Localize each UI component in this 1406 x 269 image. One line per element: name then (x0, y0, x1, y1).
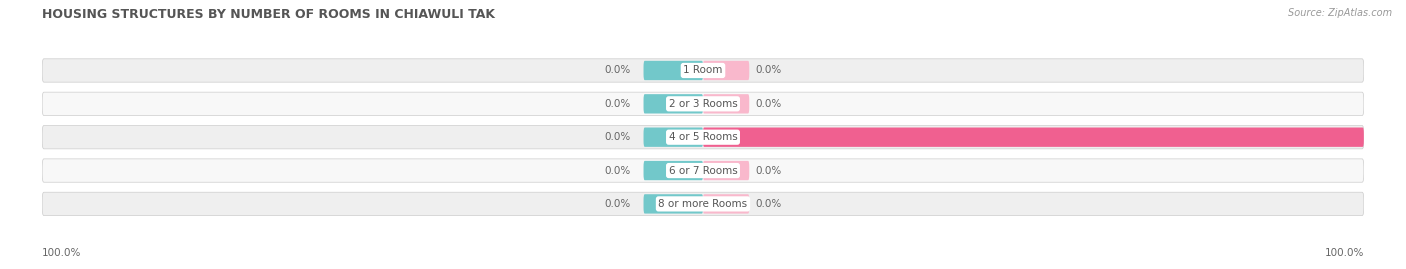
Text: 0.0%: 0.0% (605, 132, 630, 142)
FancyBboxPatch shape (42, 59, 1364, 82)
Text: Source: ZipAtlas.com: Source: ZipAtlas.com (1288, 8, 1392, 18)
Text: 0.0%: 0.0% (756, 65, 782, 76)
FancyBboxPatch shape (644, 194, 703, 214)
Text: HOUSING STRUCTURES BY NUMBER OF ROOMS IN CHIAWULI TAK: HOUSING STRUCTURES BY NUMBER OF ROOMS IN… (42, 8, 495, 21)
Text: 0.0%: 0.0% (756, 199, 782, 209)
Text: 100.0%: 100.0% (1371, 132, 1406, 142)
Text: 0.0%: 0.0% (605, 165, 630, 176)
FancyBboxPatch shape (42, 192, 1364, 215)
FancyBboxPatch shape (703, 194, 749, 214)
Text: 100.0%: 100.0% (1324, 248, 1364, 258)
FancyBboxPatch shape (644, 128, 703, 147)
Text: 1 Room: 1 Room (683, 65, 723, 76)
FancyBboxPatch shape (42, 126, 1364, 149)
Text: 6 or 7 Rooms: 6 or 7 Rooms (669, 165, 737, 176)
FancyBboxPatch shape (703, 61, 749, 80)
Text: 2 or 3 Rooms: 2 or 3 Rooms (669, 99, 737, 109)
Text: 8 or more Rooms: 8 or more Rooms (658, 199, 748, 209)
FancyBboxPatch shape (42, 92, 1364, 115)
Text: 100.0%: 100.0% (42, 248, 82, 258)
Text: 0.0%: 0.0% (605, 65, 630, 76)
Text: 0.0%: 0.0% (605, 199, 630, 209)
FancyBboxPatch shape (703, 94, 749, 114)
FancyBboxPatch shape (644, 61, 703, 80)
FancyBboxPatch shape (644, 94, 703, 114)
Text: 4 or 5 Rooms: 4 or 5 Rooms (669, 132, 737, 142)
Text: 0.0%: 0.0% (756, 165, 782, 176)
FancyBboxPatch shape (644, 161, 703, 180)
Text: 0.0%: 0.0% (605, 99, 630, 109)
FancyBboxPatch shape (703, 161, 749, 180)
Text: 0.0%: 0.0% (756, 99, 782, 109)
FancyBboxPatch shape (703, 128, 1364, 147)
FancyBboxPatch shape (42, 159, 1364, 182)
